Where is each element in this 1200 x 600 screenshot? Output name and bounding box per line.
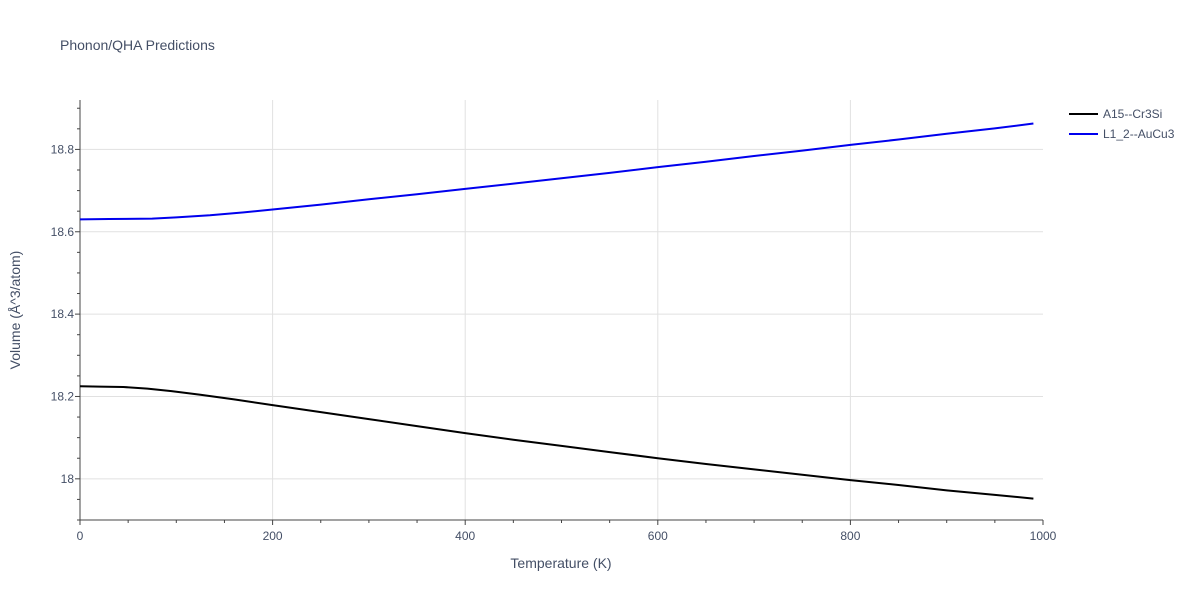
y-tick-label: 18.4 xyxy=(51,307,75,321)
series-line-A15--Cr3Si xyxy=(79,385,1034,500)
y-tick-label: 18.2 xyxy=(51,389,75,403)
legend-item[interactable]: A15--Cr3Si xyxy=(1069,107,1162,121)
legend-label: A15--Cr3Si xyxy=(1103,107,1162,121)
grid xyxy=(80,100,1043,520)
x-tick-label: 400 xyxy=(455,529,475,543)
x-tick-label: 1000 xyxy=(1030,529,1057,543)
legend-label: L1_2--AuCu3 xyxy=(1103,127,1175,141)
axes: 0 200 400 600 800 1000 18 18.2 18.4 18.6 18.8 xyxy=(51,100,1057,543)
y-tick-label: 18.8 xyxy=(51,142,75,156)
x-axis-title: Temperature (K) xyxy=(510,555,611,571)
x-tick-label: 800 xyxy=(840,529,860,543)
series-line-L1_2--AuCu3 xyxy=(79,122,1034,221)
legend[interactable]: A15--Cr3Si L1_2--AuCu3 xyxy=(1069,107,1175,141)
x-tick-label: 200 xyxy=(263,529,283,543)
chart-title: Phonon/QHA Predictions xyxy=(60,37,215,53)
y-tick-label: 18 xyxy=(61,472,75,486)
legend-item[interactable]: L1_2--AuCu3 xyxy=(1069,127,1175,141)
y-axis-title: Volume (Å^3/atom) xyxy=(7,251,23,370)
x-tick-label: 0 xyxy=(77,529,84,543)
y-tick-label: 18.6 xyxy=(51,225,75,239)
series-layer xyxy=(79,122,1034,500)
x-tick-label: 600 xyxy=(648,529,668,543)
